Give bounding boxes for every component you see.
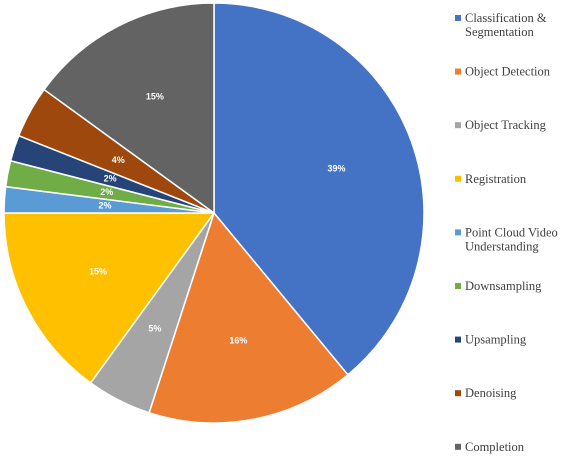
pie-slice-1	[148, 211, 349, 424]
legend-swatch-1	[455, 68, 461, 75]
legend-label-2: Object Tracking	[465, 118, 547, 132]
legend-swatch-4	[455, 229, 461, 236]
legend-label-3: Registration	[465, 172, 527, 186]
pie-slices	[3, 2, 425, 424]
legend-swatch-8	[455, 443, 461, 450]
pie-slice-3	[3, 212, 216, 384]
pie-data-label-3: 15%	[89, 266, 107, 276]
legend-label-5: Downsampling	[465, 279, 542, 293]
pie-slice-0	[213, 2, 425, 376]
legend-swatch-0	[455, 15, 461, 21]
pie-data-label-6: 2%	[104, 174, 117, 184]
pie-data-label-0: 39%	[327, 163, 345, 173]
pie-data-label-7: 4%	[112, 155, 125, 165]
legend: Classification & Segmentation Object Detec…	[455, 11, 558, 454]
legend-swatch-2	[455, 122, 461, 129]
legend-swatch-3	[455, 175, 461, 182]
pie-data-labels: 39% 16% 5% 15% 2% 2% 2% 4% 15%	[89, 91, 346, 345]
pie-data-label-5: 2%	[100, 187, 113, 197]
pie-data-label-2: 5%	[148, 323, 161, 333]
pie-data-label-4: 2%	[98, 200, 111, 210]
legend-label-7: Denoising	[465, 386, 517, 400]
legend-label-8: Completion	[465, 440, 525, 454]
legend-label-1: Object Detection	[465, 65, 551, 79]
legend-label-6: Upsampling	[465, 333, 527, 347]
legend-label-0: Classification & Segmentation	[465, 11, 547, 39]
legend-swatch-7	[455, 390, 461, 397]
pie-data-label-1: 16%	[229, 335, 247, 345]
pie-data-label-8: 15%	[146, 91, 164, 101]
legend-swatch-5	[455, 283, 461, 289]
pie-slice-8	[43, 2, 215, 215]
legend-swatch-6	[455, 336, 461, 343]
legend-label-4: Point Cloud Video Understanding	[465, 225, 558, 253]
